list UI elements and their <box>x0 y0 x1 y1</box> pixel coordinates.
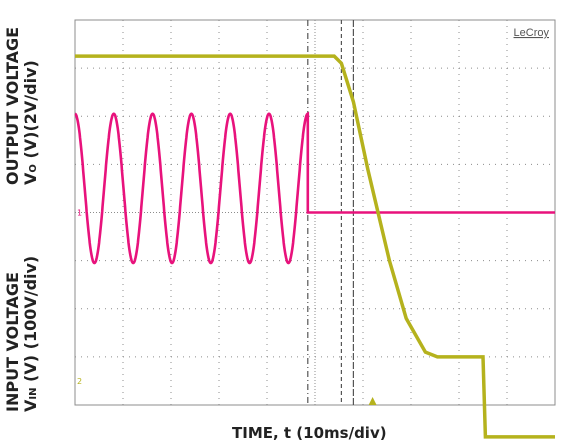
time-axis-title: TIME, t (10ms/div) <box>232 424 387 442</box>
output-voltage-title-sub: O <box>28 164 39 173</box>
input-voltage-axis-title: INPUT VOLTAGE VIN (V) (100V/div) <box>3 255 43 412</box>
trigger-marker <box>368 397 377 405</box>
output-voltage-trace <box>75 54 555 439</box>
input-voltage-title-line2: VIN (V) (100V/div) <box>21 255 43 412</box>
input-voltage-title-prefix: V <box>21 399 40 412</box>
output-voltage-title-prefix: V <box>21 172 40 185</box>
input-voltage-trace <box>74 111 555 265</box>
channel-marker-1: 1 <box>77 209 82 218</box>
input-voltage-title-sub: IN <box>28 387 39 400</box>
channel-marker-2: 2 <box>77 377 82 386</box>
output-voltage-title-suffix: (V)(2V/div) <box>21 60 40 165</box>
output-voltage-title-line2: VO (V)(2V/div) <box>21 27 43 185</box>
output-voltage-title-line1: OUTPUT VOLTAGE <box>3 26 22 185</box>
output-voltage-axis-title: OUTPUT VOLTAGE VO (V)(2V/div) <box>3 26 43 185</box>
brand-label: LeCroy <box>514 27 550 39</box>
input-voltage-title-suffix: (V) (100V/div) <box>21 255 40 388</box>
input-voltage-title-line1: INPUT VOLTAGE <box>3 272 22 412</box>
